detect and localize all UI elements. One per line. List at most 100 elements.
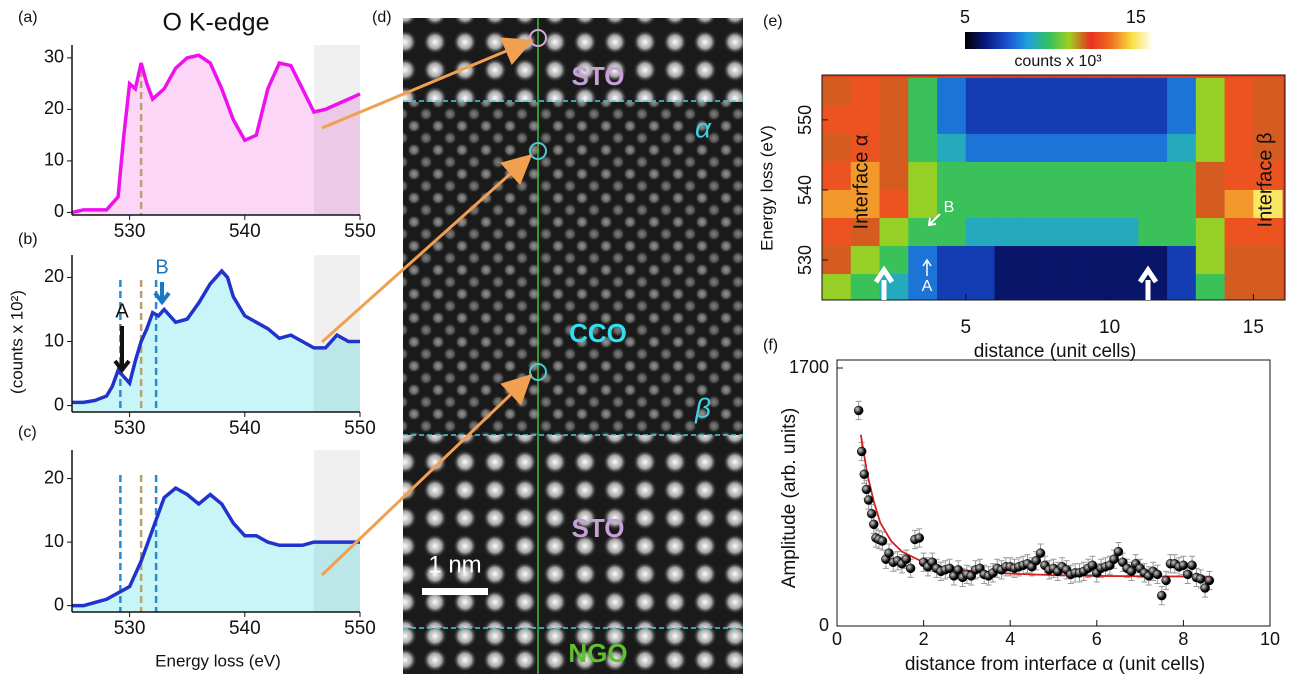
- heatmap-cell: [822, 133, 852, 163]
- heatmap-cell: [994, 133, 1024, 163]
- connector-arrow: [321, 37, 534, 130]
- y-tick-label: 0: [819, 615, 829, 635]
- heatmap-cell: [994, 246, 1024, 275]
- panel-label: (c): [18, 424, 37, 441]
- data-point: [1178, 560, 1189, 571]
- heatmap-cell: [1138, 217, 1168, 247]
- data-point: [1035, 548, 1046, 558]
- pointer-arrow: [927, 213, 941, 227]
- x-axis-label: distance (unit cells): [974, 341, 1137, 362]
- data-point: [1109, 554, 1119, 564]
- data-point: [1200, 583, 1210, 593]
- region-sto: [403, 18, 743, 102]
- heatmap-cell: [1052, 161, 1082, 191]
- heatmap-cell: [1138, 246, 1168, 275]
- heatmap-cell: [1224, 246, 1254, 275]
- annotation: A: [115, 300, 129, 322]
- heatmap-cell: [1080, 133, 1111, 163]
- heatmap-cell: [965, 189, 996, 219]
- heatmap-cell: [1138, 77, 1168, 107]
- heatmap-cell: [1109, 189, 1139, 219]
- data-point: [861, 484, 872, 495]
- heatmap-cell: [850, 246, 881, 275]
- heatmap-cell: [1224, 77, 1254, 107]
- heatmap-cell: [1224, 274, 1254, 300]
- heatmap-cell: [1052, 217, 1082, 247]
- heatmap-cell: [1109, 217, 1139, 247]
- x-tick-label: 10: [1260, 629, 1280, 649]
- heatmap-cell: [1253, 77, 1283, 107]
- y-tick-label: 20: [44, 98, 64, 118]
- heatmap-cell: [1195, 133, 1226, 163]
- heatmap-cell: [1195, 161, 1226, 191]
- heatmap-cell: [1167, 274, 1197, 300]
- heatmap-cell: [1195, 274, 1226, 300]
- heatmap-cell: [822, 77, 852, 107]
- region-cco: [403, 102, 743, 435]
- heatmap-cell: [937, 161, 967, 191]
- heatmap-cell: [879, 217, 909, 247]
- scale-bar: [422, 588, 488, 595]
- heatmap-cell: [994, 189, 1024, 219]
- x-axis-label: distance from interface α (unit cells): [905, 654, 1205, 675]
- heatmap-cell: [850, 274, 881, 300]
- x-tick-label: 0: [832, 629, 842, 649]
- heatmap-cell: [908, 246, 938, 275]
- heatmap-cell: [1109, 161, 1139, 191]
- heatmap-cell: [937, 217, 967, 247]
- annotation: B: [944, 199, 955, 216]
- y-tick-label: 0: [54, 594, 64, 614]
- data-point: [1187, 560, 1197, 571]
- heatmap-cell: [1167, 161, 1197, 191]
- probe-position: [529, 363, 547, 381]
- heatmap-cell: [1253, 217, 1283, 247]
- pointer-arrow: [873, 265, 895, 300]
- y-tick-label: 550: [795, 105, 815, 135]
- x-tick-label: 540: [229, 418, 261, 439]
- data-point: [953, 565, 963, 575]
- y-tick-label: 540: [795, 175, 815, 205]
- heatmap-cell: [1253, 274, 1283, 300]
- y-tick-label: 0: [54, 201, 64, 221]
- area: [72, 488, 360, 612]
- heatmap-cell: [1167, 217, 1197, 247]
- heatmap-cell: [994, 77, 1024, 107]
- heatmap-cell: [1052, 189, 1082, 219]
- annotation: Interface β: [1254, 133, 1276, 228]
- x-tick-label: 530: [114, 618, 146, 639]
- data-point: [1195, 574, 1206, 584]
- heatmap-cell: [994, 274, 1024, 300]
- heatmap-cell: [937, 77, 967, 107]
- heatmap-cell: [994, 105, 1024, 135]
- panel-label: (f): [763, 337, 778, 354]
- region-label: STO: [572, 61, 625, 91]
- region-label: α: [695, 112, 712, 143]
- heatmap-cell: [1138, 189, 1168, 219]
- frame: [836, 359, 1271, 627]
- heatmap-cell: [850, 105, 881, 135]
- heatmap-cell: [1109, 133, 1139, 163]
- panel-label: (b): [18, 231, 38, 248]
- data-point: [859, 469, 870, 479]
- data-point: [863, 495, 874, 505]
- heatmap-cell: [1109, 77, 1139, 107]
- heatmap-cell: [850, 77, 881, 107]
- annotation: B: [155, 256, 168, 278]
- heatmap-cell: [1052, 133, 1082, 163]
- heatmap-cell: [937, 133, 967, 163]
- heatmap-cell: [1224, 217, 1254, 247]
- heatmap-cell: [965, 161, 996, 191]
- heatmap-cell: [1080, 77, 1111, 107]
- data-point: [1087, 560, 1098, 571]
- chart-title: O K-edge: [162, 9, 269, 37]
- x-tick-label: 550: [344, 221, 376, 242]
- heatmap-cell: [1080, 161, 1111, 191]
- y-tick-label: 20: [44, 467, 64, 487]
- heatmap-cell: [1195, 189, 1226, 219]
- data-point: [1031, 555, 1041, 566]
- heatmap-cell: [1023, 77, 1053, 107]
- heatmap-cell: [937, 274, 967, 300]
- pointer-arrow: [1137, 265, 1159, 300]
- region-label: NGO: [568, 638, 627, 668]
- heatmap-cell: [908, 133, 938, 163]
